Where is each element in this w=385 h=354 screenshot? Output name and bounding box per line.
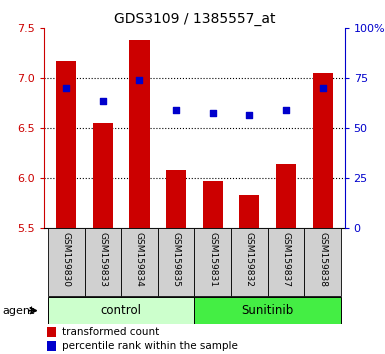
Text: GSM159831: GSM159831 <box>208 232 217 287</box>
Bar <box>47 341 56 351</box>
Point <box>210 110 216 116</box>
Bar <box>56 61 76 228</box>
Bar <box>276 164 296 228</box>
Bar <box>48 228 85 296</box>
Text: agent: agent <box>2 306 35 316</box>
Text: GSM159834: GSM159834 <box>135 232 144 287</box>
Text: Sunitinib: Sunitinib <box>241 304 294 317</box>
Bar <box>268 228 304 296</box>
Text: transformed count: transformed count <box>62 327 159 337</box>
Bar <box>194 228 231 296</box>
Point <box>246 113 253 118</box>
Bar <box>129 40 149 228</box>
Text: GSM159830: GSM159830 <box>62 232 71 287</box>
Bar <box>48 297 194 324</box>
Title: GDS3109 / 1385557_at: GDS3109 / 1385557_at <box>114 12 275 26</box>
Point <box>100 98 106 104</box>
Text: control: control <box>101 304 142 317</box>
Text: GSM159835: GSM159835 <box>172 232 181 287</box>
Bar <box>194 297 341 324</box>
Text: GSM159833: GSM159833 <box>99 232 107 287</box>
Bar <box>121 228 158 296</box>
Bar <box>158 228 194 296</box>
Text: GSM159838: GSM159838 <box>318 232 327 287</box>
Bar <box>239 195 259 228</box>
Bar <box>231 228 268 296</box>
Bar <box>47 327 56 337</box>
Point <box>173 108 179 113</box>
Bar <box>304 228 341 296</box>
Point <box>320 86 326 91</box>
Text: percentile rank within the sample: percentile rank within the sample <box>62 341 238 351</box>
Bar <box>166 170 186 228</box>
Bar <box>93 123 113 228</box>
Point <box>283 108 289 113</box>
Text: GSM159832: GSM159832 <box>245 232 254 287</box>
Bar <box>85 228 121 296</box>
Bar <box>313 73 333 228</box>
Point <box>63 86 69 91</box>
Point <box>136 78 142 83</box>
Text: GSM159837: GSM159837 <box>281 232 290 287</box>
Bar <box>203 181 223 228</box>
